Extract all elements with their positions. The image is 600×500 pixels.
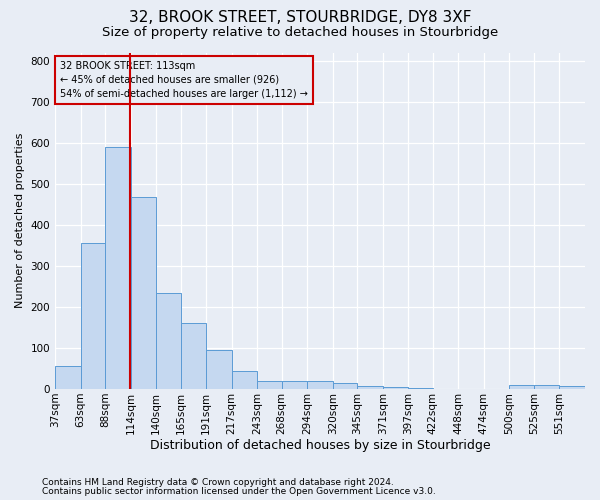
Bar	[358, 386, 383, 389]
Bar	[232, 370, 257, 389]
Bar	[257, 381, 282, 389]
Bar	[156, 292, 181, 389]
Bar	[206, 350, 232, 389]
Y-axis label: Number of detached properties: Number of detached properties	[15, 133, 25, 308]
Bar	[282, 381, 307, 389]
Bar	[559, 386, 585, 389]
Bar	[131, 197, 156, 389]
Bar	[509, 386, 534, 389]
Text: 32 BROOK STREET: 113sqm
← 45% of detached houses are smaller (926)
54% of semi-d: 32 BROOK STREET: 113sqm ← 45% of detache…	[60, 60, 308, 98]
Bar	[333, 384, 358, 389]
Bar	[80, 244, 105, 389]
Text: Size of property relative to detached houses in Stourbridge: Size of property relative to detached ho…	[102, 26, 498, 39]
Bar	[409, 388, 433, 389]
Bar	[534, 385, 559, 389]
Bar	[383, 387, 409, 389]
Text: Contains HM Land Registry data © Crown copyright and database right 2024.: Contains HM Land Registry data © Crown c…	[42, 478, 394, 487]
Bar	[55, 366, 80, 389]
Bar	[105, 147, 131, 389]
Text: 32, BROOK STREET, STOURBRIDGE, DY8 3XF: 32, BROOK STREET, STOURBRIDGE, DY8 3XF	[129, 10, 471, 25]
Bar	[181, 322, 206, 389]
Bar	[307, 381, 333, 389]
X-axis label: Distribution of detached houses by size in Stourbridge: Distribution of detached houses by size …	[150, 440, 490, 452]
Text: Contains public sector information licensed under the Open Government Licence v3: Contains public sector information licen…	[42, 487, 436, 496]
